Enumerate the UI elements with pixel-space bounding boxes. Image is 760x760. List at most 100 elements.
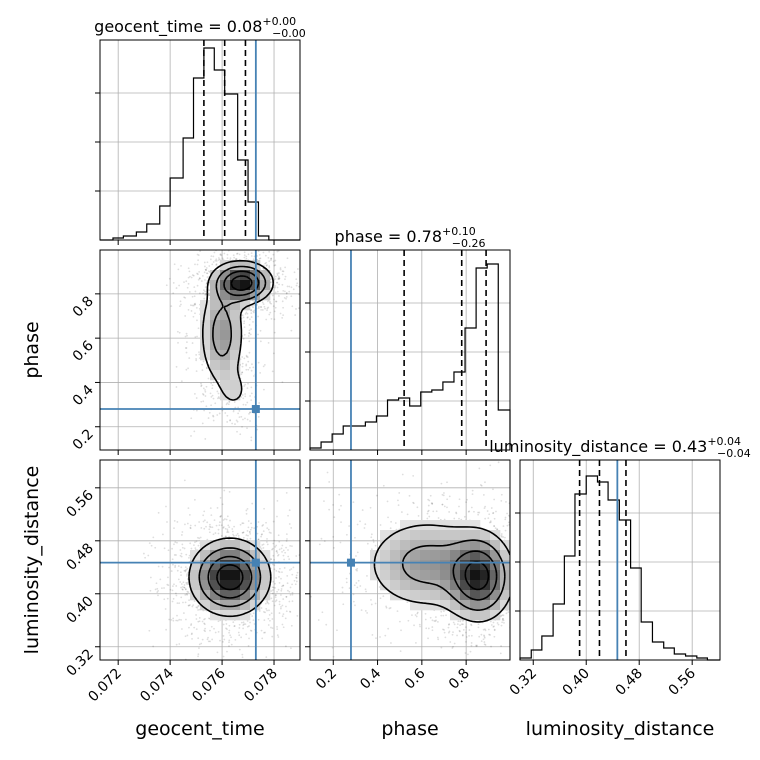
density-cell (400, 530, 411, 541)
sample-point (251, 363, 253, 366)
sample-point (215, 263, 218, 266)
sample-point (228, 624, 231, 627)
sample-point (250, 399, 253, 402)
sample-point (270, 626, 272, 629)
sample-point (285, 610, 288, 613)
sample-point (305, 542, 307, 544)
sample-point (457, 620, 460, 623)
sample-point (271, 627, 274, 630)
sample-point (443, 631, 446, 634)
sample-point (321, 611, 324, 614)
sample-point (184, 566, 187, 569)
sample-point (424, 618, 427, 621)
sample-point (274, 586, 276, 589)
sample-point (196, 272, 198, 275)
density-cell (220, 330, 231, 341)
sample-point (559, 594, 561, 596)
density-cell (200, 300, 211, 311)
sample-point (215, 524, 218, 527)
sample-point (246, 427, 248, 430)
sample-point (246, 387, 249, 390)
sample-point (222, 245, 224, 247)
density-cell (450, 530, 461, 541)
sample-point (178, 284, 180, 287)
sample-point (406, 513, 409, 516)
sample-point (278, 548, 281, 551)
sample-point (492, 621, 495, 624)
sample-point (274, 306, 277, 309)
sample-point (246, 356, 249, 359)
sample-point (172, 563, 174, 566)
sample-point (199, 536, 202, 539)
sample-point (517, 521, 519, 523)
sample-point (205, 525, 207, 528)
contour-level-0 (202, 259, 274, 401)
sample-point (227, 403, 230, 406)
sample-point (177, 341, 179, 344)
sample-point (259, 246, 261, 248)
sample-point (518, 597, 520, 599)
sample-point (282, 270, 285, 273)
sample-point (183, 479, 186, 482)
sample-point (540, 533, 542, 535)
sample-point (277, 636, 280, 638)
sample-point (278, 567, 281, 570)
sample-point (456, 626, 459, 629)
sample-point (386, 500, 389, 503)
sample-point (244, 393, 247, 395)
sample-point (518, 517, 520, 519)
density-cell (240, 270, 251, 281)
sample-point (482, 638, 485, 641)
sample-point (272, 589, 274, 591)
sample-point (205, 405, 208, 408)
sample-point (217, 631, 220, 633)
sample-point (189, 526, 192, 529)
density-cell (400, 570, 411, 581)
sample-point (185, 582, 188, 584)
sample-point (352, 501, 355, 504)
sample-point (197, 655, 199, 658)
sample-point (238, 623, 241, 626)
sample-point (249, 528, 252, 531)
sample-point (394, 522, 397, 524)
sample-point (202, 393, 205, 396)
sample-point (254, 245, 256, 247)
sample-point (513, 615, 515, 617)
sample-point (188, 270, 191, 273)
sample-point (217, 620, 220, 623)
sample-point (432, 510, 435, 513)
sample-point (513, 612, 515, 614)
sample-point (501, 619, 504, 621)
x-tick-label-phase-2: 0.6 (402, 665, 429, 692)
sample-point (197, 327, 200, 330)
sample-point (281, 571, 283, 574)
sample-point (219, 496, 222, 499)
contour-level-2 (223, 270, 260, 297)
sample-point (178, 618, 181, 621)
sample-point (245, 247, 247, 249)
density-cell (410, 590, 421, 601)
sample-point (429, 616, 432, 619)
sample-point (273, 558, 276, 561)
contour-level-1 (212, 265, 267, 357)
sample-point (175, 287, 178, 289)
sample-point (536, 581, 538, 583)
sample-point (269, 301, 271, 304)
sample-point (274, 594, 277, 597)
sample-point (175, 365, 178, 368)
sample-point (201, 274, 204, 277)
sample-point (468, 629, 471, 631)
sample-point (180, 566, 183, 569)
sample-point (448, 495, 451, 498)
sample-point (157, 594, 159, 597)
sample-point (219, 639, 221, 642)
sample-point (207, 377, 210, 380)
density-cell (420, 580, 431, 591)
sample-point (226, 402, 229, 404)
sample-point (197, 609, 199, 611)
sample-point (183, 547, 186, 550)
sample-point (195, 306, 198, 309)
sample-point (281, 615, 284, 618)
sample-point (250, 252, 253, 255)
